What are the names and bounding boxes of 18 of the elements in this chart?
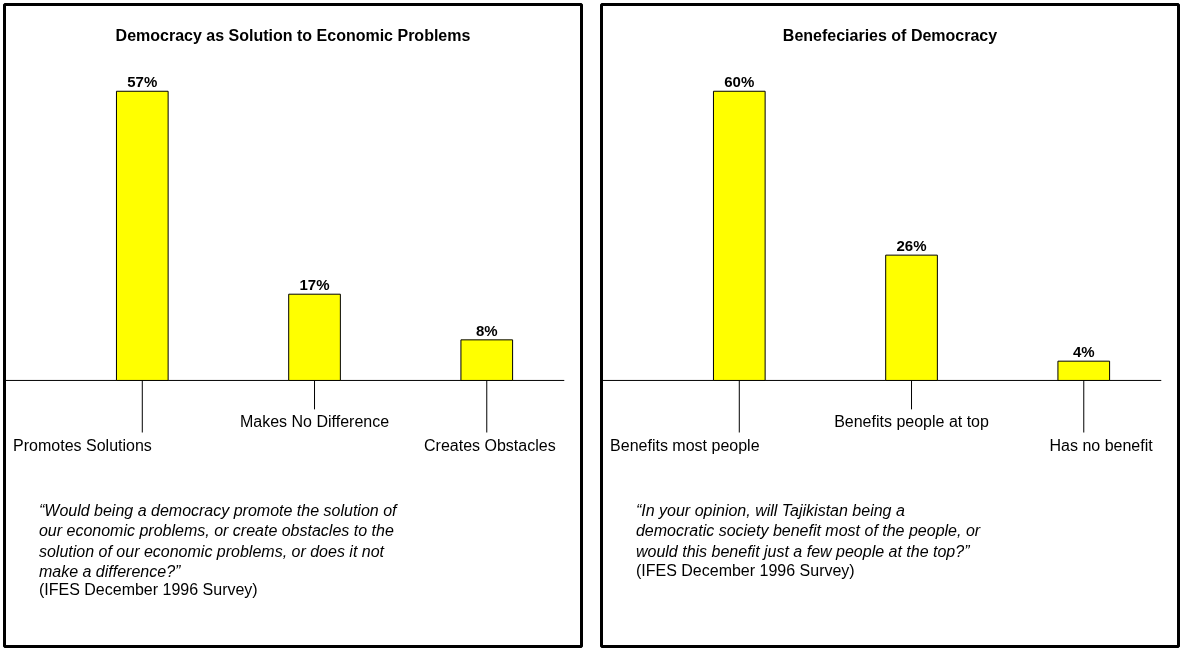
x-tick-label: Benefits most people	[610, 436, 760, 454]
text: (IFES December 1996 Survey)	[635, 561, 855, 579]
data-label: 17%	[299, 276, 330, 294]
text: (IFES December 1996 Survey)	[38, 580, 258, 598]
data-label: 8%	[475, 321, 498, 339]
x-tick-label: Creates Obstacles	[424, 436, 556, 454]
x-tick-label: Makes No Difference	[239, 413, 390, 431]
data-label: 57%	[127, 73, 158, 91]
chart-title: Democracy as Solution to Economic Problems	[115, 26, 471, 44]
x-tick-label: Has no benefit	[1049, 436, 1154, 454]
data-label: 26%	[896, 237, 927, 255]
chart-title: Benefeciaries of Democracy	[782, 26, 998, 44]
data-label: 60%	[724, 73, 755, 91]
data-label: 4%	[1072, 343, 1095, 361]
x-tick-label: Benefits people at top	[834, 413, 990, 431]
x-tick-label: Promotes Solutions	[13, 436, 152, 454]
text: “In your opinion, will Tajikistan being a democratic society benefit most of the people, or would this benefit just a few people at the top?”	[635, 501, 981, 560]
text: “Would being a democracy promote the solution of our economic problems, or create obstacles to the solution of our economic problems, or does it not make a difference?”	[38, 501, 399, 581]
